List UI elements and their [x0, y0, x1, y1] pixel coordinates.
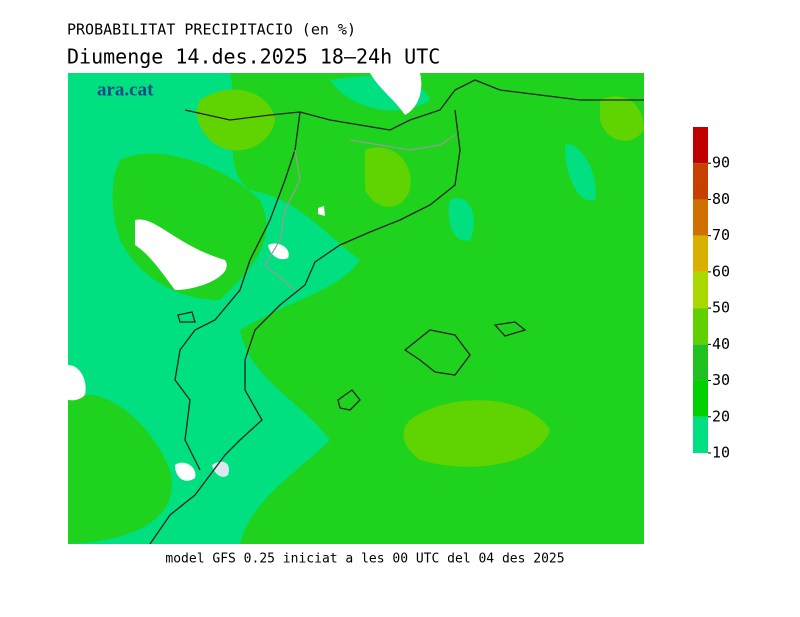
footer: model GFS 0.25 iniciat a les 00 UTC del … — [165, 552, 564, 567]
tick-label: 10 — [712, 444, 730, 462]
map-subtitle: Diumenge 14.des.2025 18–24h UTC — [67, 45, 440, 69]
color-band — [693, 271, 708, 309]
color-band — [693, 344, 708, 381]
color-band — [693, 308, 708, 345]
logo: ara.cat — [97, 79, 154, 100]
map: ara.cat — [68, 73, 644, 545]
tick-label: 60 — [712, 262, 730, 280]
color-band — [693, 235, 708, 272]
tick-label: 40 — [712, 335, 730, 353]
color-band — [693, 127, 708, 164]
tick-label: 20 — [712, 407, 730, 425]
colorbar: 10 20 30 40 50 60 70 80 90 — [693, 127, 730, 462]
tick-label: 30 — [712, 371, 730, 389]
color-band — [693, 416, 708, 453]
tick-label: 50 — [712, 299, 730, 317]
color-band — [693, 380, 708, 417]
tick-label: 80 — [712, 190, 730, 208]
color-band — [693, 199, 708, 236]
tick-label: 90 — [712, 154, 730, 172]
color-band — [693, 163, 708, 200]
map-title: PROBABILITAT PRECIPITACIO (en %) — [67, 21, 356, 39]
tick-label: 70 — [712, 226, 730, 244]
